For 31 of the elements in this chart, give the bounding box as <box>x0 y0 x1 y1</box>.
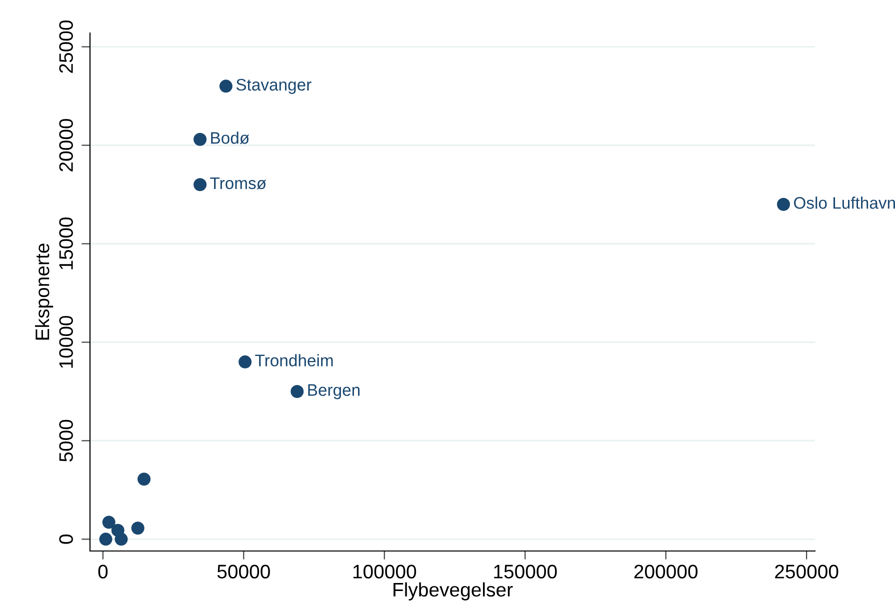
annotation: Tromsø <box>210 178 266 190</box>
point <box>290 384 304 398</box>
point <box>219 80 232 93</box>
annotation: Trondheim <box>255 354 333 366</box>
point <box>114 532 128 546</box>
point <box>102 516 116 529</box>
point <box>131 522 144 535</box>
y-tick-label: 5000 <box>59 420 73 462</box>
annotation: Bergen <box>308 384 360 400</box>
annotation: Stavanger <box>236 78 312 94</box>
y-tick-label: 10000 <box>59 316 73 368</box>
annotation: Oslo Lufthavn <box>794 196 895 209</box>
point <box>194 132 207 146</box>
y-tick-label: 25000 <box>59 20 73 73</box>
x-tick-label: 200000 <box>634 564 698 578</box>
point <box>194 178 207 192</box>
point <box>238 355 252 368</box>
annotation: Bodø <box>211 132 250 144</box>
point <box>138 472 151 486</box>
y-tick-label: 20000 <box>59 118 73 172</box>
y-tick-label: 15000 <box>59 217 73 270</box>
x-axis-title: Flybevegelser <box>394 582 513 600</box>
y-axis-title: Eksponerte <box>35 244 54 340</box>
point <box>99 532 112 546</box>
x-tick-label: 100000 <box>353 564 416 578</box>
y-tick-label: 0 <box>59 534 73 544</box>
x-tick-label: 0 <box>98 564 108 578</box>
point <box>776 198 790 211</box>
x-tick-label: 250000 <box>775 564 838 578</box>
x-tick-label: 50000 <box>217 564 270 578</box>
x-tick-label: 150000 <box>494 564 557 578</box>
